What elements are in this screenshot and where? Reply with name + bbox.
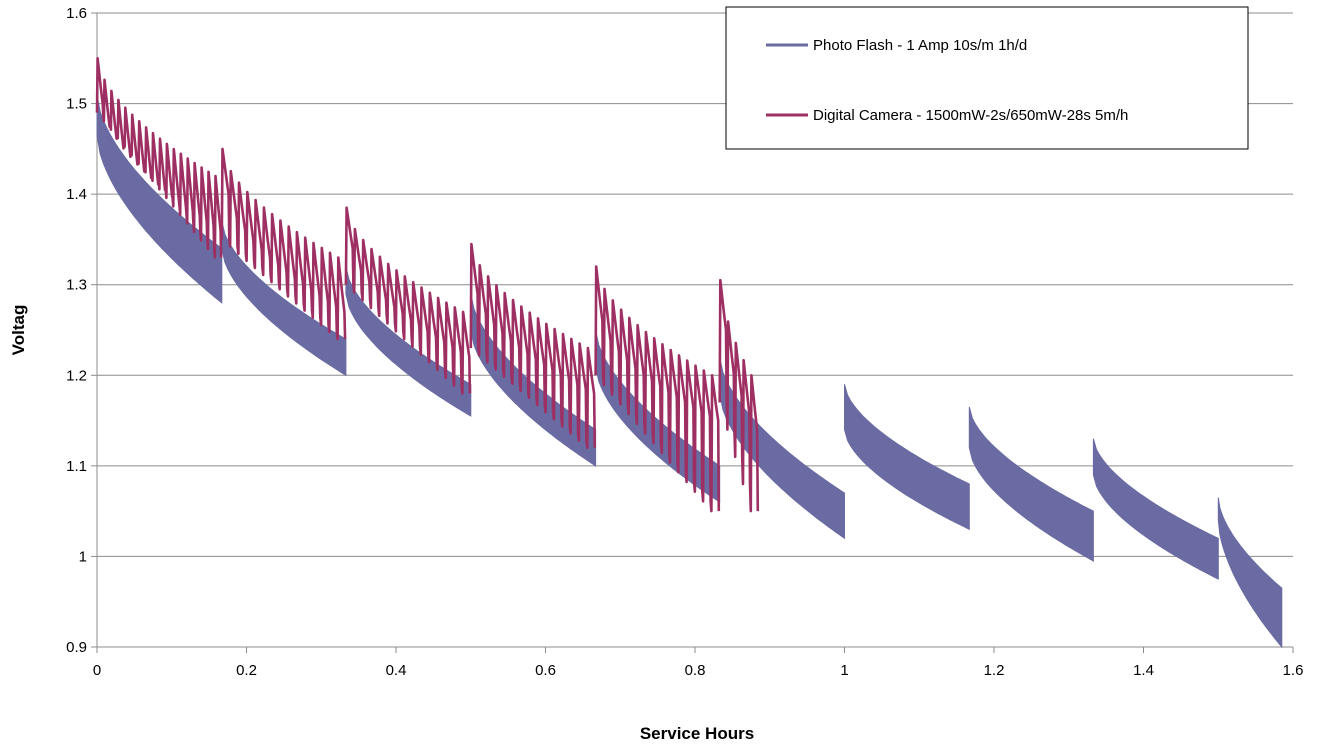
photo-flash-segment-0 xyxy=(96,94,223,304)
photo-flash-segment-5 xyxy=(719,357,845,540)
series-group xyxy=(95,57,1283,649)
x-tick-label-8: 1.6 xyxy=(1283,662,1304,679)
digital-camera-segment-2 xyxy=(344,206,472,395)
photo-flash-segment-6 xyxy=(844,384,970,531)
legend-label-digital-camera: Digital Camera - 1500mW-2s/650mW-28s 5m/… xyxy=(813,107,1128,124)
photo-flash-segment-9 xyxy=(1217,497,1283,649)
y-tick-label-2: 1.1 xyxy=(66,458,87,475)
digital-camera-segment-0 xyxy=(95,57,223,259)
digital-camera-segment-3 xyxy=(469,242,597,449)
x-tick-label-0: 0 xyxy=(93,662,101,679)
y-tick-label-1: 1 xyxy=(79,548,87,565)
photo-flash-segment-2 xyxy=(345,266,472,417)
legend-box xyxy=(725,6,1249,150)
x-tick-label-4: 0.8 xyxy=(685,662,706,679)
y-tick-label-5: 1.4 xyxy=(66,186,87,203)
legend-label-photo-flash: Photo Flash - 1 Amp 10s/m 1h/d xyxy=(813,37,1027,54)
tick-labels: 0.9 1 1.1 1.2 1.3 1.4 1.5 1.6 0 0.2 0.4 0.6 0.8 1 1.2 1… xyxy=(66,5,1303,679)
x-tick-label-3: 0.6 xyxy=(535,662,556,679)
y-tick-label-0: 0.9 xyxy=(66,639,87,656)
y-tick-label-4: 1.3 xyxy=(66,277,87,294)
x-tick-label-7: 1.4 xyxy=(1133,662,1154,679)
digital-camera-segment-1 xyxy=(220,147,347,341)
y-tick-label-6: 1.5 xyxy=(66,96,87,113)
y-tick-label-3: 1.2 xyxy=(66,367,87,384)
photo-flash-segment-1 xyxy=(221,221,347,377)
digital-camera-segment-5 xyxy=(718,278,760,513)
legend: Photo Flash - 1 Amp 10s/m 1h/d Digital C… xyxy=(725,6,1249,150)
photo-flash-segment-7 xyxy=(968,406,1094,562)
y-tick-label-7: 1.6 xyxy=(66,5,87,22)
y-axis-title: Voltag xyxy=(9,305,28,356)
series-digital-camera xyxy=(95,57,760,513)
x-axis-title: Service Hours xyxy=(640,724,754,743)
x-tick-label-2: 0.4 xyxy=(386,662,407,679)
series-photo-flash xyxy=(96,94,1283,649)
x-tick-label-5: 1 xyxy=(840,662,848,679)
x-tick-label-1: 0.2 xyxy=(236,662,257,679)
x-tick-label-6: 1.2 xyxy=(984,662,1005,679)
digital-camera-segment-4 xyxy=(594,265,721,513)
photo-flash-segment-8 xyxy=(1092,438,1219,580)
